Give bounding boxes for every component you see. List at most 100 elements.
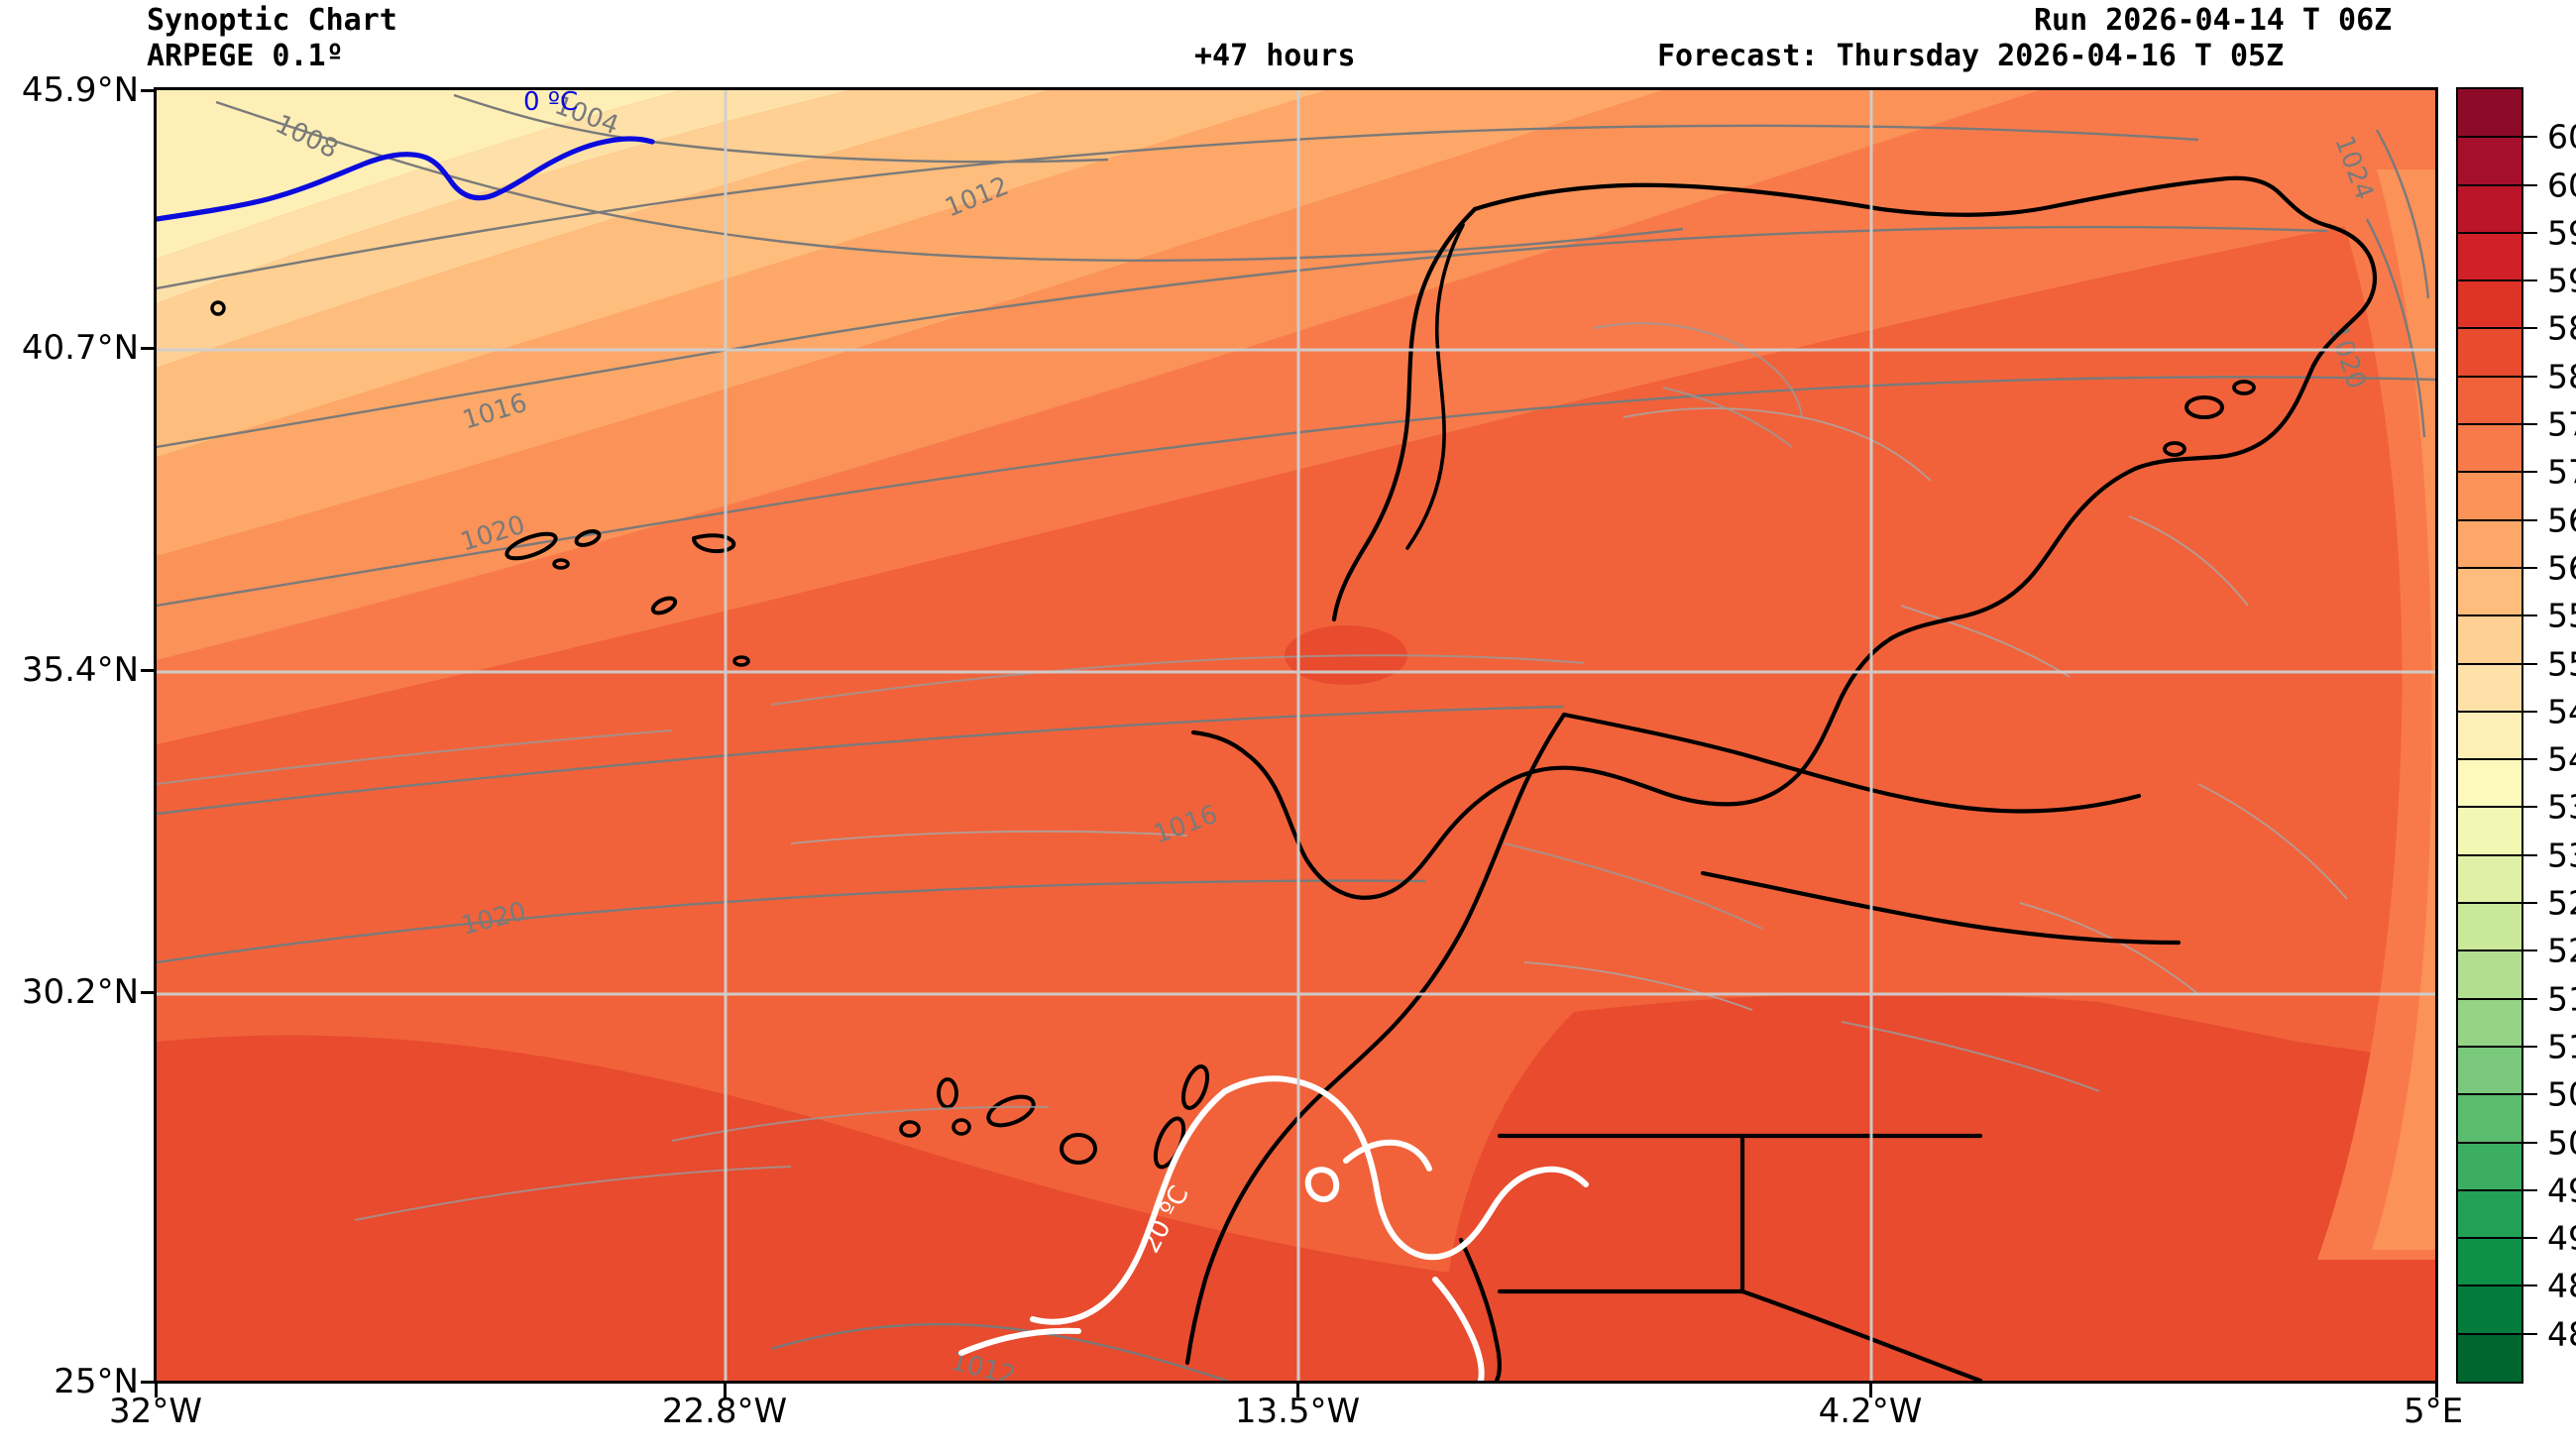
- xtick-mark-4-2W: [1869, 1384, 1872, 1397]
- island-small-b: [692, 533, 736, 554]
- colorbar-label-520: 520: [2547, 931, 2576, 970]
- colorbar-tick-585: [2456, 327, 2537, 330]
- xtick-mark-22-8W: [724, 1384, 727, 1397]
- colorbar-label-555: 555: [2547, 596, 2576, 635]
- island-desertas: [552, 558, 570, 570]
- xtick-label-13-5W: 13.5°W: [1234, 1392, 1361, 1431]
- forecast-timestamp: Forecast: Thursday 2026-04-16 T 05Z: [1657, 39, 2285, 73]
- island-porto-santo: [574, 529, 602, 547]
- isotherm-20-line-c: [1343, 1139, 1432, 1172]
- isotherm-0-layer: [157, 136, 655, 222]
- admin-atlantic-arc: [770, 654, 1585, 706]
- colorbar-tick-550: [2456, 662, 2537, 665]
- isotherm-0-line: [157, 136, 655, 222]
- colorbar-tick-530: [2456, 853, 2537, 856]
- shade-570: [157, 90, 2040, 660]
- xtick-label-5E: 5°E: [2403, 1392, 2464, 1431]
- border-mauritania-diag: [1739, 1288, 1983, 1381]
- map-plot-area[interactable]: 1008 1004 1012 1016 1020 1016 1020 1024 …: [154, 87, 2438, 1384]
- xtick-label-4-2W: 4.2°W: [1818, 1392, 1923, 1431]
- colorbar-swatch-600: [2458, 184, 2521, 233]
- colorbar-swatch-525: [2458, 902, 2521, 951]
- colorbar-tick-570: [2456, 471, 2537, 474]
- colorbar-label-600: 600: [2547, 166, 2576, 205]
- colorbar-label-540: 540: [2547, 739, 2576, 779]
- colorbar-label-545: 545: [2547, 692, 2576, 731]
- isotherm-20-line-d: [958, 1327, 1081, 1356]
- coastline-south: [1458, 1237, 1503, 1381]
- ytick-label-35-4N: 35.4°N: [21, 650, 139, 690]
- admin-atlantic-arc2: [157, 729, 673, 785]
- colorbar-label-570: 570: [2547, 452, 2576, 492]
- colorbar-swatch-610: [2458, 89, 2521, 138]
- admin-sahara-south: [671, 1105, 1050, 1142]
- colorbar-swatch-495: [2458, 1189, 2521, 1238]
- colorbar-swatch-580: [2458, 376, 2521, 424]
- isobar-1024-line: [2375, 129, 2430, 299]
- ytick-label-30-2N: 30.2°N: [21, 972, 139, 1012]
- colorbar-tick-565: [2456, 518, 2537, 521]
- island-small-a: [732, 655, 750, 667]
- colorbar-label-480: 480: [2547, 1314, 2576, 1354]
- colorbar-tick-605: [2456, 136, 2537, 139]
- island-hierro: [899, 1120, 921, 1138]
- ytick-label-25N: 25°N: [54, 1362, 139, 1401]
- border-sahara-north: [1700, 870, 2182, 946]
- ytick-mark-30-2N: [141, 991, 155, 994]
- colorbar-swatch-530: [2458, 854, 2521, 903]
- coastline-iberia: [1190, 175, 2378, 900]
- colorbar-swatch-485: [2458, 1285, 2521, 1334]
- colorbar-tick-525: [2456, 902, 2537, 905]
- isotherm-0-label-layer: 0 ºC: [523, 90, 578, 117]
- page-title: Synoptic Chart: [147, 3, 397, 38]
- admin-boundary-layer: [157, 322, 2100, 1221]
- colorbar[interactable]: [2456, 87, 2523, 1384]
- isobar-1008-line: [215, 100, 1684, 262]
- coastline-portugal-west: [1331, 206, 1478, 622]
- colorbar-label-565: 565: [2547, 501, 2576, 540]
- colorbar-tick-600: [2456, 183, 2537, 186]
- colorbar-tick-510: [2456, 1045, 2537, 1048]
- colorbar-tick-555: [2456, 614, 2537, 617]
- colorbar-tick-485: [2456, 1284, 2537, 1287]
- xtick-label-32W: 32°W: [109, 1392, 202, 1431]
- isotherm-20-line: [1222, 1075, 1589, 1261]
- colorbar-label-510: 510: [2547, 1027, 2576, 1066]
- colorbar-swatch-510: [2458, 1046, 2521, 1094]
- isobar-1004-line: [453, 93, 1109, 164]
- ytick-mark-45-9N: [141, 89, 155, 92]
- border-portugal: [1405, 223, 1465, 550]
- colorbar-tick-520: [2456, 949, 2537, 952]
- colorbar-label-595: 595: [2547, 213, 2576, 253]
- colorbar-label-535: 535: [2547, 787, 2576, 827]
- admin-morocco-atlas: [1504, 842, 1763, 930]
- isobar-1016-line: [157, 225, 2328, 449]
- isobar-1012-line: [157, 124, 2199, 290]
- island-mallorca: [2184, 395, 2224, 419]
- forecast-hours-label: +47 hours: [1194, 39, 1356, 73]
- colorbar-label-585: 585: [2547, 308, 2576, 348]
- colorbar-tick-515: [2456, 997, 2537, 1000]
- colorbar-tick-495: [2456, 1188, 2537, 1191]
- shade-565: [157, 90, 1663, 556]
- colorbar-swatch-595: [2458, 232, 2521, 281]
- colorbar-swatch-555: [2458, 615, 2521, 664]
- colorbar-swatch-560: [2458, 567, 2521, 616]
- colorbar-swatch-480: [2458, 1333, 2521, 1382]
- colorbar-tick-580: [2456, 375, 2537, 378]
- run-timestamp: Run 2026-04-14 T 06Z: [2034, 3, 2393, 38]
- colorbar-swatch-565: [2458, 519, 2521, 568]
- colorbar-swatch-550: [2458, 663, 2521, 712]
- colorbar-label-580: 580: [2547, 357, 2576, 396]
- colorbar-tick-575: [2456, 423, 2537, 426]
- colorbar-swatch-505: [2458, 1093, 2521, 1143]
- colorbar-swatch-500: [2458, 1142, 2521, 1190]
- border-western-sahara: [1497, 1133, 1745, 1294]
- isotherm-20-line-b: [1030, 1088, 1228, 1325]
- colorbar-label-525: 525: [2547, 883, 2576, 923]
- colorbar-swatch-585: [2458, 328, 2521, 377]
- colorbar-tick-535: [2456, 806, 2537, 809]
- colorbar-tick-480: [2456, 1332, 2537, 1335]
- colorbar-label-560: 560: [2547, 548, 2576, 588]
- ytick-label-45-9N: 45.9°N: [21, 70, 139, 110]
